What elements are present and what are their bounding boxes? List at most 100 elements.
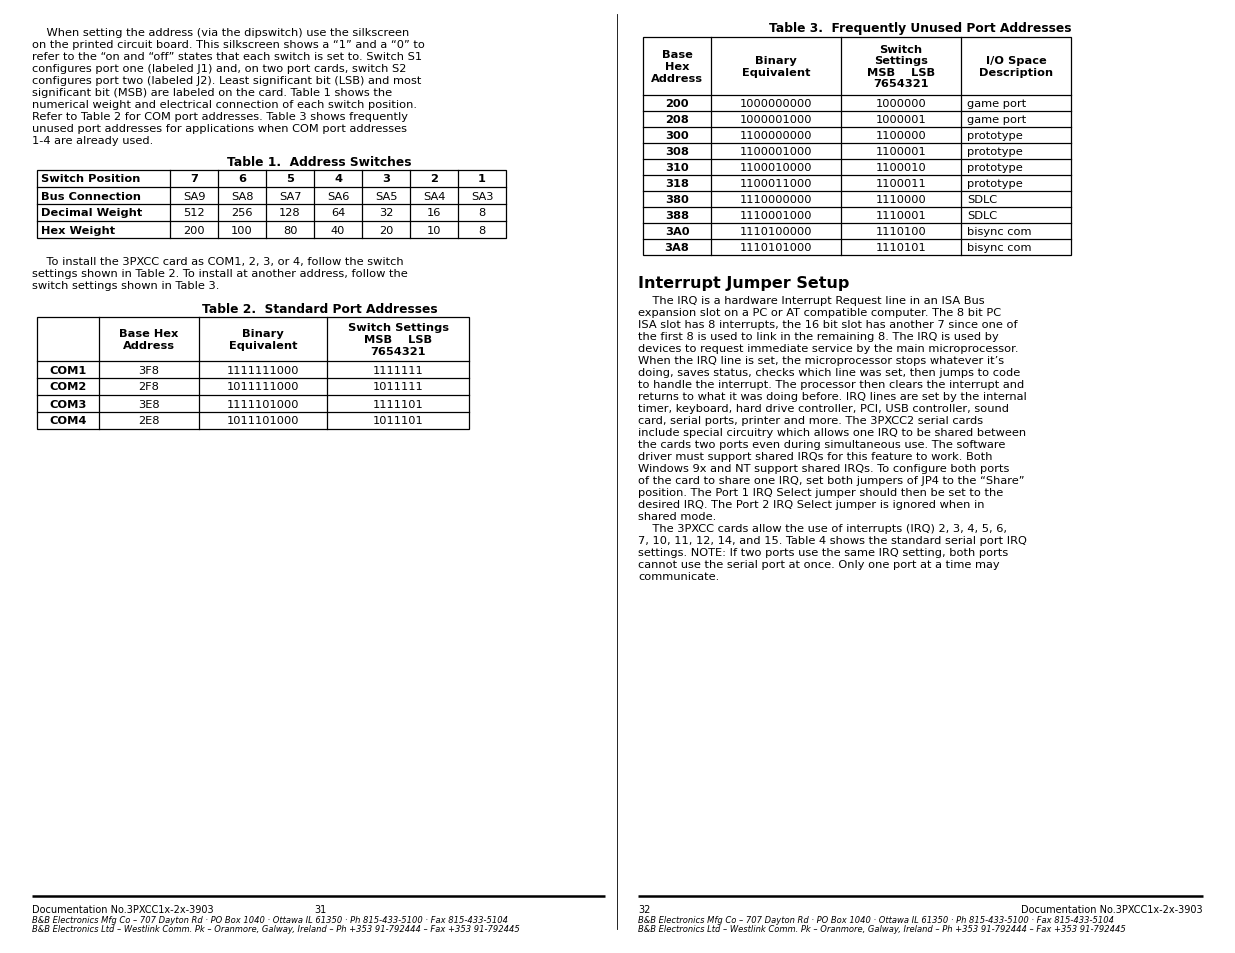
Text: SA7: SA7 (279, 192, 301, 201)
Text: 256: 256 (231, 209, 253, 218)
Text: Switch
Settings
MSB    LSB
7654321: Switch Settings MSB LSB 7654321 (867, 45, 935, 90)
Text: 10: 10 (427, 225, 441, 235)
Text: settings shown in Table 2. To install at another address, follow the: settings shown in Table 2. To install at… (32, 269, 408, 278)
Text: 300: 300 (666, 131, 689, 141)
Text: Windows 9x and NT support shared IRQs. To configure both ports: Windows 9x and NT support shared IRQs. T… (638, 463, 1009, 474)
Text: 388: 388 (664, 211, 689, 221)
Text: card, serial ports, printer and more. The 3PXCC2 serial cards: card, serial ports, printer and more. Th… (638, 416, 983, 426)
Text: 318: 318 (666, 179, 689, 189)
Text: B&B Electronics Ltd – Westlink Comm. Pk – Oranmore, Galway, Ireland – Ph +353 91: B&B Electronics Ltd – Westlink Comm. Pk … (638, 924, 1126, 933)
Text: SA5: SA5 (374, 192, 398, 201)
Text: of the card to share one IRQ, set both jumpers of JP4 to the “Share”: of the card to share one IRQ, set both j… (638, 476, 1025, 485)
Text: Bus Connection: Bus Connection (41, 192, 141, 201)
Text: SA8: SA8 (231, 192, 253, 201)
Text: 1110101000: 1110101000 (740, 243, 813, 253)
Text: on the printed circuit board. This silkscreen shows a “1” and a “0” to: on the printed circuit board. This silks… (32, 40, 425, 50)
Text: 3E8: 3E8 (138, 399, 159, 409)
Text: 1100001: 1100001 (876, 147, 926, 157)
Text: Table 3.  Frequently Unused Port Addresses: Table 3. Frequently Unused Port Addresse… (769, 22, 1072, 35)
Text: include special circuitry which allows one IRQ to be shared between: include special circuitry which allows o… (638, 428, 1026, 437)
Text: prototype: prototype (967, 179, 1023, 189)
Bar (37, 317, 469, 430)
Text: doing, saves status, checks which line was set, then jumps to code: doing, saves status, checks which line w… (638, 368, 1020, 377)
Text: 1-4 are already used.: 1-4 are already used. (32, 136, 153, 146)
Text: game port: game port (967, 115, 1026, 125)
Text: bisync com: bisync com (967, 227, 1031, 236)
Text: Table 2.  Standard Port Addresses: Table 2. Standard Port Addresses (201, 303, 437, 315)
Text: the cards two ports even during simultaneous use. The software: the cards two ports even during simultan… (638, 439, 1005, 450)
Text: cannot use the serial port at once. Only one port at a time may: cannot use the serial port at once. Only… (638, 559, 999, 569)
Text: 3: 3 (382, 174, 390, 184)
Text: COM1: COM1 (49, 365, 86, 375)
Text: devices to request immediate service by the main microprocessor.: devices to request immediate service by … (638, 344, 1019, 354)
Text: 380: 380 (666, 194, 689, 205)
Text: 1100011000: 1100011000 (740, 179, 813, 189)
Text: 5: 5 (287, 174, 294, 184)
Text: switch settings shown in Table 3.: switch settings shown in Table 3. (32, 281, 220, 291)
Text: 1110101: 1110101 (876, 243, 926, 253)
Text: timer, keyboard, hard drive controller, PCI, USB controller, sound: timer, keyboard, hard drive controller, … (638, 403, 1009, 414)
Text: I/O Space
Description: I/O Space Description (979, 56, 1053, 78)
Text: 128: 128 (279, 209, 301, 218)
Text: Decimal Weight: Decimal Weight (41, 209, 142, 218)
Text: the first 8 is used to link in the remaining 8. The IRQ is used by: the first 8 is used to link in the remai… (638, 332, 999, 341)
Text: 1100011: 1100011 (876, 179, 926, 189)
Text: unused port addresses for applications when COM port addresses: unused port addresses for applications w… (32, 124, 408, 133)
Text: expansion slot on a PC or AT compatible computer. The 8 bit PC: expansion slot on a PC or AT compatible … (638, 308, 1002, 317)
Text: 1110001000: 1110001000 (740, 211, 813, 221)
Text: 2: 2 (430, 174, 438, 184)
Text: SA4: SA4 (422, 192, 445, 201)
Text: 1110001: 1110001 (876, 211, 926, 221)
Text: numerical weight and electrical connection of each switch position.: numerical weight and electrical connecti… (32, 100, 417, 110)
Text: The IRQ is a hardware Interrupt Request line in an ISA Bus: The IRQ is a hardware Interrupt Request … (638, 295, 984, 306)
Text: 7, 10, 11, 12, 14, and 15. Table 4 shows the standard serial port IRQ: 7, 10, 11, 12, 14, and 15. Table 4 shows… (638, 536, 1026, 545)
Text: 1110000: 1110000 (876, 194, 926, 205)
Text: Documentation No.3PXCC1x-2x-3903: Documentation No.3PXCC1x-2x-3903 (1021, 904, 1203, 914)
Text: 3A0: 3A0 (664, 227, 689, 236)
Text: 32: 32 (379, 209, 393, 218)
Text: game port: game port (967, 99, 1026, 109)
Text: COM3: COM3 (49, 399, 86, 409)
Text: 1111111: 1111111 (373, 365, 424, 375)
Text: 1000000: 1000000 (876, 99, 926, 109)
Text: Base Hex
Address: Base Hex Address (120, 329, 179, 351)
Text: prototype: prototype (967, 163, 1023, 172)
Text: 308: 308 (666, 147, 689, 157)
Text: 512: 512 (183, 209, 205, 218)
Text: 1: 1 (478, 174, 485, 184)
Text: COM2: COM2 (49, 382, 86, 392)
Text: SA3: SA3 (471, 192, 493, 201)
Text: Interrupt Jumper Setup: Interrupt Jumper Setup (638, 275, 850, 291)
Text: significant bit (MSB) are labeled on the card. Table 1 shows the: significant bit (MSB) are labeled on the… (32, 88, 393, 98)
Text: 200: 200 (666, 99, 689, 109)
Text: SDLC: SDLC (967, 194, 997, 205)
Text: prototype: prototype (967, 131, 1023, 141)
Text: 80: 80 (283, 225, 298, 235)
Text: Base
Hex
Address: Base Hex Address (651, 51, 703, 84)
Text: 20: 20 (379, 225, 393, 235)
Text: 2F8: 2F8 (138, 382, 159, 392)
Text: 1011111000: 1011111000 (227, 382, 299, 392)
Text: 7: 7 (190, 174, 198, 184)
Text: 8: 8 (478, 225, 485, 235)
Text: 1110100000: 1110100000 (740, 227, 813, 236)
Text: 2E8: 2E8 (138, 416, 159, 426)
Text: configures port two (labeled J2). Least significant bit (LSB) and most: configures port two (labeled J2). Least … (32, 76, 421, 86)
Text: COM4: COM4 (49, 416, 86, 426)
Bar (643, 38, 1071, 255)
Text: configures port one (labeled J1) and, on two port cards, switch S2: configures port one (labeled J1) and, on… (32, 64, 406, 74)
Text: shared mode.: shared mode. (638, 512, 716, 521)
Text: 40: 40 (331, 225, 346, 235)
Text: 1000001000: 1000001000 (740, 115, 813, 125)
Text: 1111101000: 1111101000 (227, 399, 299, 409)
Text: 1100000000: 1100000000 (740, 131, 813, 141)
Text: 3A8: 3A8 (664, 243, 689, 253)
Text: returns to what it was doing before. IRQ lines are set by the internal: returns to what it was doing before. IRQ… (638, 392, 1026, 401)
Text: 100: 100 (231, 225, 253, 235)
Text: Binary
Equivalent: Binary Equivalent (228, 329, 298, 351)
Text: Hex Weight: Hex Weight (41, 225, 115, 235)
Text: 32: 32 (638, 904, 651, 914)
Text: 1100010: 1100010 (876, 163, 926, 172)
Text: B&B Electronics Ltd – Westlink Comm. Pk – Oranmore, Galway, Ireland – Ph +353 91: B&B Electronics Ltd – Westlink Comm. Pk … (32, 924, 520, 933)
Text: 1100001000: 1100001000 (740, 147, 813, 157)
